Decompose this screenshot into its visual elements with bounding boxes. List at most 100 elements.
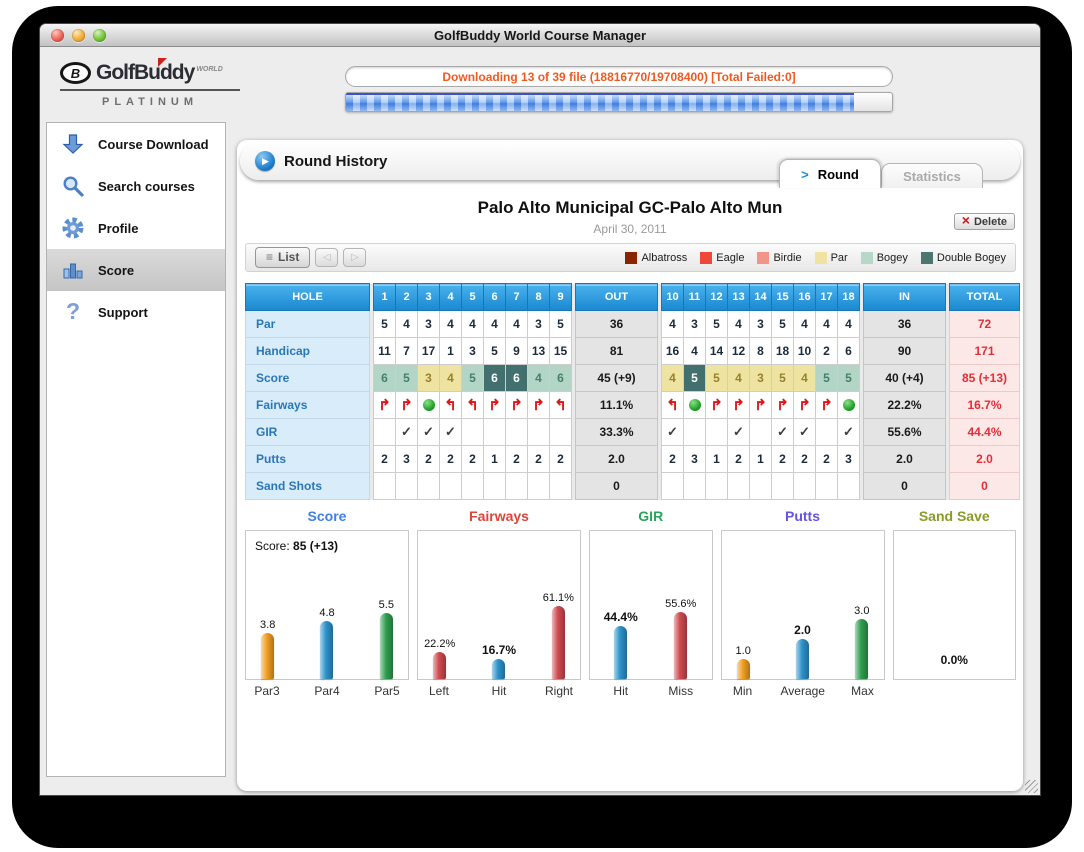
delete-button[interactable]: Delete: [953, 213, 1015, 230]
scorecard-cell: [661, 472, 684, 500]
chevron-right-icon: [801, 167, 809, 182]
chart-plot-area: 22.2% 16.7% 61.1%: [417, 530, 581, 680]
scorecard-cell: 3: [417, 364, 440, 392]
legend-swatch: [700, 251, 713, 264]
scorecard-cell: 4: [815, 310, 838, 338]
table-row: Sand Shots 0 0 0: [245, 472, 1020, 500]
tab-statistics[interactable]: Statistics: [881, 163, 983, 188]
scorecard-table: HOLE 1 2 3 4 5 6 7 8 9 OUT 10 11 12 13 14 15 16 17 18 IN TOTA…: [245, 283, 1020, 500]
column-gap: [571, 472, 576, 500]
chart-gir: GIR 44.4% 55.6% Hit Miss: [589, 508, 713, 698]
chart-bars: 1.0 2.0 3.0: [722, 605, 884, 679]
scorecard-cell: 6: [373, 364, 396, 392]
sidebar-item-profile[interactable]: Profile: [47, 207, 225, 249]
chart-bar-group: 55.6%: [659, 598, 703, 679]
fairway-miss-right-icon: [798, 399, 811, 413]
scorecard-header-cell: 4: [439, 283, 462, 311]
scorecard-cell: [771, 418, 794, 446]
progress-fill: [346, 93, 854, 111]
chart-bar: [736, 659, 750, 679]
scorecard-header-cell: 9: [549, 283, 572, 311]
chart-sand-save: Sand Save 0.0%: [892, 508, 1016, 698]
out-cell: 11.1%: [575, 391, 658, 419]
scorecard-cell: [373, 418, 396, 446]
sidebar-item-course-download[interactable]: Course Download: [47, 123, 225, 165]
out-cell: 45 (+9): [575, 364, 658, 392]
scorecard-cell: [661, 391, 684, 419]
sidebar-item-support[interactable]: ? Support: [47, 291, 225, 333]
minimize-button[interactable]: [72, 29, 85, 42]
resize-grip[interactable]: [1025, 780, 1038, 793]
scorecard-cell: 17: [417, 337, 440, 365]
scorecard-cell: 3: [461, 337, 484, 365]
scorecard-header-cell: 12: [705, 283, 728, 311]
legend-label: Eagle: [716, 251, 745, 264]
legend-item: Albatross: [625, 251, 687, 264]
legend-swatch: [625, 251, 638, 264]
chart-bar-group: 4.8: [305, 607, 348, 679]
scorecard-cell: [705, 418, 728, 446]
zoom-button[interactable]: [93, 29, 106, 42]
sidebar-item-score[interactable]: Score: [47, 249, 225, 291]
scorecard-cell: 5: [837, 364, 860, 392]
chart-bar: [614, 626, 628, 679]
bar-category-label: Average: [780, 684, 825, 698]
chart-bar-group: 5.5: [365, 599, 408, 679]
list-button[interactable]: List: [255, 247, 311, 268]
column-gap: [859, 472, 864, 500]
scorecard-cell: 7: [395, 337, 418, 365]
close-button[interactable]: [51, 29, 64, 42]
app-content: B GolfBuddy WORLD PLATINUM Downloading 13…: [40, 47, 1040, 795]
bar-value-label: 1.0: [735, 645, 751, 657]
fairway-miss-right-icon: [710, 399, 723, 413]
previous-round-button[interactable]: [315, 248, 339, 267]
tab-round[interactable]: Round: [779, 159, 881, 188]
traffic-lights: [51, 29, 106, 42]
total-cell: 171: [949, 337, 1020, 365]
column-gap: [657, 391, 662, 419]
scorecard-header-cell: 18: [837, 283, 860, 311]
next-round-button[interactable]: [343, 248, 367, 267]
scorecard-cell: 5: [373, 310, 396, 338]
toolbar: List Albatross Eagle Birdie Par Bogey Double …: [245, 243, 1016, 272]
column-gap: [657, 445, 662, 473]
scorecard-cell: 14: [705, 337, 728, 365]
fairway-miss-right-icon: [510, 399, 523, 413]
svg-text:?: ?: [66, 300, 80, 324]
titlebar[interactable]: GolfBuddy World Course Manager: [40, 24, 1040, 47]
legend-label: Double Bogey: [936, 251, 1006, 264]
scorecard-header-cell: 13: [727, 283, 750, 311]
column-gap: [859, 283, 864, 311]
scorecard-cell: 2: [373, 445, 396, 473]
scorecard-header-cell: OUT: [575, 283, 658, 311]
scorecard-cell: 5: [461, 364, 484, 392]
bar-value-label: 5.5: [378, 599, 394, 611]
table-row: Handicap 11 7 17 1 3 5 9 13 15 81 16 4 14 12 8 18 10 2 6 90 1…: [245, 337, 1020, 365]
scorecard-cell: [837, 472, 860, 500]
logo-divider: [60, 89, 240, 91]
bar-value-label: 4.8: [319, 607, 335, 619]
fairway-miss-right-icon: [754, 399, 767, 413]
in-cell: 36: [863, 310, 946, 338]
check-icon: [777, 425, 788, 439]
scorecard-cell: [705, 472, 728, 500]
scorecard-cell: 4: [793, 364, 816, 392]
scorecard-cell: [439, 418, 462, 446]
chart-bar: [433, 652, 447, 679]
scorecard-cell: 2: [661, 445, 684, 473]
column-gap: [945, 391, 950, 419]
scorecard-cell: [815, 418, 838, 446]
scorecard-header-cell: 2: [395, 283, 418, 311]
scorecard-cell: [549, 391, 572, 419]
column-gap: [657, 472, 662, 500]
sidebar-item-search-courses[interactable]: Search courses: [47, 165, 225, 207]
scorecard-header-cell: 8: [527, 283, 550, 311]
chart-bar: [855, 619, 869, 679]
scorecard-cell: 4: [461, 310, 484, 338]
scorecard-cell: 4: [505, 310, 528, 338]
chart-bar-group: 22.2%: [418, 638, 461, 679]
scorecard-cell: [395, 418, 418, 446]
scorecard-header-cell: 7: [505, 283, 528, 311]
fairway-miss-left-icon: [466, 399, 479, 413]
chart-title: Fairways: [469, 508, 529, 524]
